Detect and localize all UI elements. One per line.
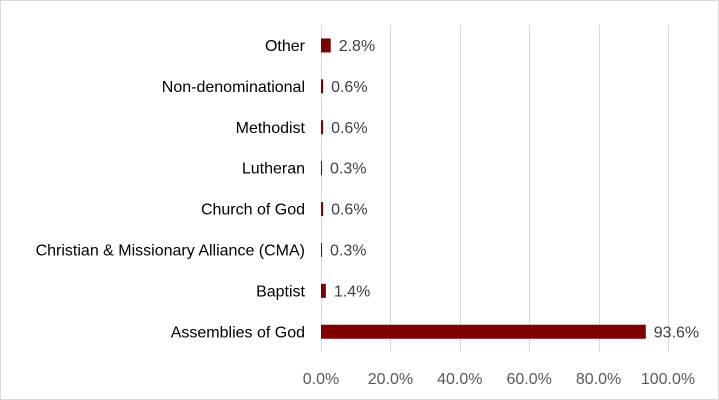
category-label-0: Assemblies of God <box>171 324 305 341</box>
bar-3 <box>321 202 324 217</box>
category-label-2: Christian & Missionary Alliance (CMA) <box>36 242 305 259</box>
x-tick-label-4: 80.0% <box>576 371 621 388</box>
value-label-6: 0.6% <box>331 79 367 96</box>
category-label-7: Other <box>265 38 306 55</box>
category-label-4: Lutheran <box>242 161 305 178</box>
value-label-7: 2.8% <box>339 38 375 55</box>
bar-5 <box>321 120 324 135</box>
bar-2 <box>321 242 323 257</box>
bar-7 <box>321 38 331 53</box>
value-label-3: 0.6% <box>331 202 367 219</box>
bar-6 <box>321 79 324 94</box>
x-tick-label-1: 20.0% <box>368 371 413 388</box>
bar-1 <box>321 283 326 298</box>
x-tick-label-2: 40.0% <box>437 371 482 388</box>
value-label-0: 93.6% <box>654 324 699 341</box>
x-tick-label-3: 60.0% <box>507 371 552 388</box>
value-label-1: 1.4% <box>334 283 370 300</box>
category-label-3: Church of God <box>201 202 305 219</box>
x-tick-label-5: 100.0% <box>641 371 695 388</box>
category-label-5: Methodist <box>236 120 306 137</box>
bar-0 <box>321 324 646 339</box>
category-label-1: Baptist <box>256 283 305 300</box>
x-tick-label-0: 0.0% <box>303 371 339 388</box>
value-label-5: 0.6% <box>331 120 367 137</box>
category-label-6: Non-denominational <box>162 79 305 96</box>
value-label-4: 0.3% <box>330 161 366 178</box>
value-label-2: 0.3% <box>330 242 366 259</box>
bar-4 <box>321 161 323 176</box>
